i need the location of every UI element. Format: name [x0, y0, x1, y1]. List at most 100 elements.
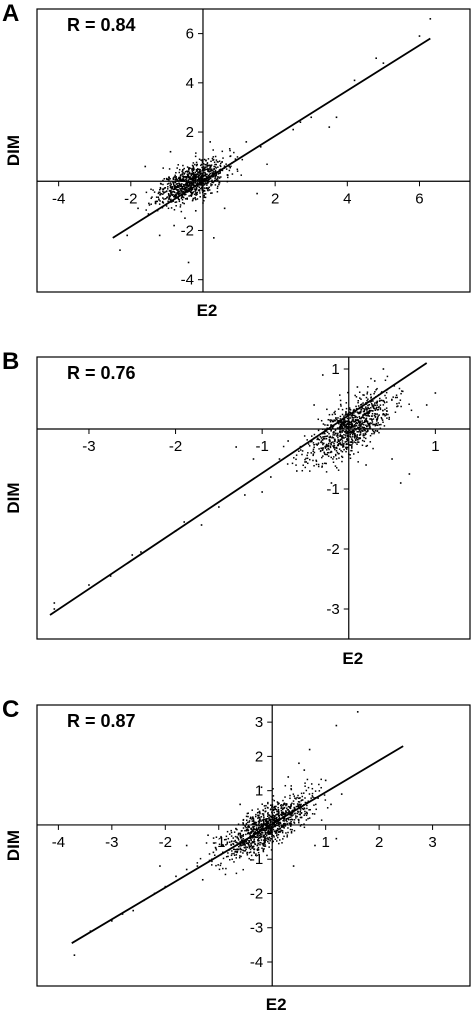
data-point — [216, 187, 219, 190]
data-point — [278, 816, 281, 819]
data-point — [191, 177, 193, 179]
data-point — [173, 187, 176, 189]
data-point — [256, 828, 259, 831]
data-point — [341, 427, 344, 429]
data-point — [335, 724, 338, 727]
data-point — [210, 169, 213, 172]
data-point — [321, 442, 324, 444]
data-point — [353, 432, 355, 434]
data-point — [345, 450, 347, 453]
data-point — [200, 178, 203, 180]
data-point — [252, 816, 254, 818]
data-point — [410, 409, 413, 412]
data-point — [157, 192, 160, 195]
data-point — [370, 407, 372, 409]
data-point — [237, 832, 240, 835]
data-point — [246, 812, 249, 815]
data-point — [215, 178, 218, 181]
data-point — [287, 440, 289, 442]
data-point — [179, 177, 182, 180]
data-point — [350, 422, 353, 424]
data-point — [285, 804, 287, 807]
data-point — [253, 848, 255, 850]
data-point — [315, 803, 317, 806]
data-point — [275, 805, 277, 808]
x-tick-label: -3 — [105, 834, 118, 851]
data-point — [311, 813, 314, 815]
data-point — [186, 166, 189, 168]
data-point — [186, 175, 188, 178]
data-point — [320, 440, 323, 442]
data-point — [341, 444, 344, 446]
data-point — [192, 197, 195, 200]
data-point — [323, 452, 326, 454]
data-point — [260, 839, 263, 841]
data-point — [154, 200, 157, 203]
data-point — [306, 457, 309, 460]
data-point — [270, 826, 272, 828]
data-point — [211, 179, 213, 182]
data-point — [292, 812, 294, 814]
plot-frame — [36, 8, 471, 293]
data-point — [215, 836, 218, 838]
data-point — [351, 439, 354, 442]
data-point — [231, 850, 233, 852]
data-point — [220, 844, 223, 847]
data-point — [349, 423, 351, 426]
data-point — [216, 191, 219, 193]
data-point — [233, 854, 236, 857]
data-point — [258, 814, 260, 817]
data-point — [178, 182, 180, 185]
data-point — [287, 776, 290, 778]
data-point — [325, 462, 327, 465]
data-point — [263, 822, 265, 824]
data-point — [274, 825, 277, 827]
data-point — [176, 189, 178, 191]
data-point — [286, 812, 289, 814]
data-point — [226, 830, 229, 833]
data-point — [292, 865, 295, 867]
data-point — [211, 183, 213, 186]
data-point — [194, 190, 196, 192]
data-point — [286, 817, 289, 820]
data-point — [347, 426, 349, 429]
data-point — [282, 807, 284, 809]
data-point — [322, 423, 325, 425]
data-point — [349, 411, 352, 414]
data-point — [336, 444, 339, 447]
data-point — [318, 439, 321, 441]
data-point — [369, 401, 372, 403]
data-point — [244, 829, 246, 832]
data-point — [356, 434, 359, 436]
data-point — [338, 448, 341, 450]
data-point — [322, 455, 324, 457]
data-point — [367, 404, 369, 407]
data-point — [257, 839, 259, 841]
data-point — [365, 433, 367, 435]
data-point — [162, 179, 164, 182]
data-point — [333, 442, 335, 445]
data-point — [53, 602, 56, 604]
data-point — [168, 195, 170, 197]
data-point — [338, 442, 340, 445]
data-point — [345, 446, 347, 449]
data-point — [213, 161, 216, 163]
data-point — [375, 424, 378, 426]
data-point — [121, 913, 124, 915]
data-point — [294, 815, 297, 817]
data-point — [336, 420, 339, 422]
data-point — [200, 179, 202, 182]
data-point — [264, 836, 267, 838]
data-point — [273, 823, 276, 826]
data-point — [191, 167, 193, 170]
data-point — [286, 463, 289, 465]
data-point — [294, 812, 296, 815]
data-point — [334, 413, 336, 415]
data-point — [207, 174, 210, 177]
data-point — [339, 434, 342, 436]
data-point — [277, 828, 279, 830]
data-point — [234, 158, 237, 160]
data-point — [346, 432, 348, 435]
data-point — [345, 447, 348, 450]
data-point — [175, 875, 177, 878]
